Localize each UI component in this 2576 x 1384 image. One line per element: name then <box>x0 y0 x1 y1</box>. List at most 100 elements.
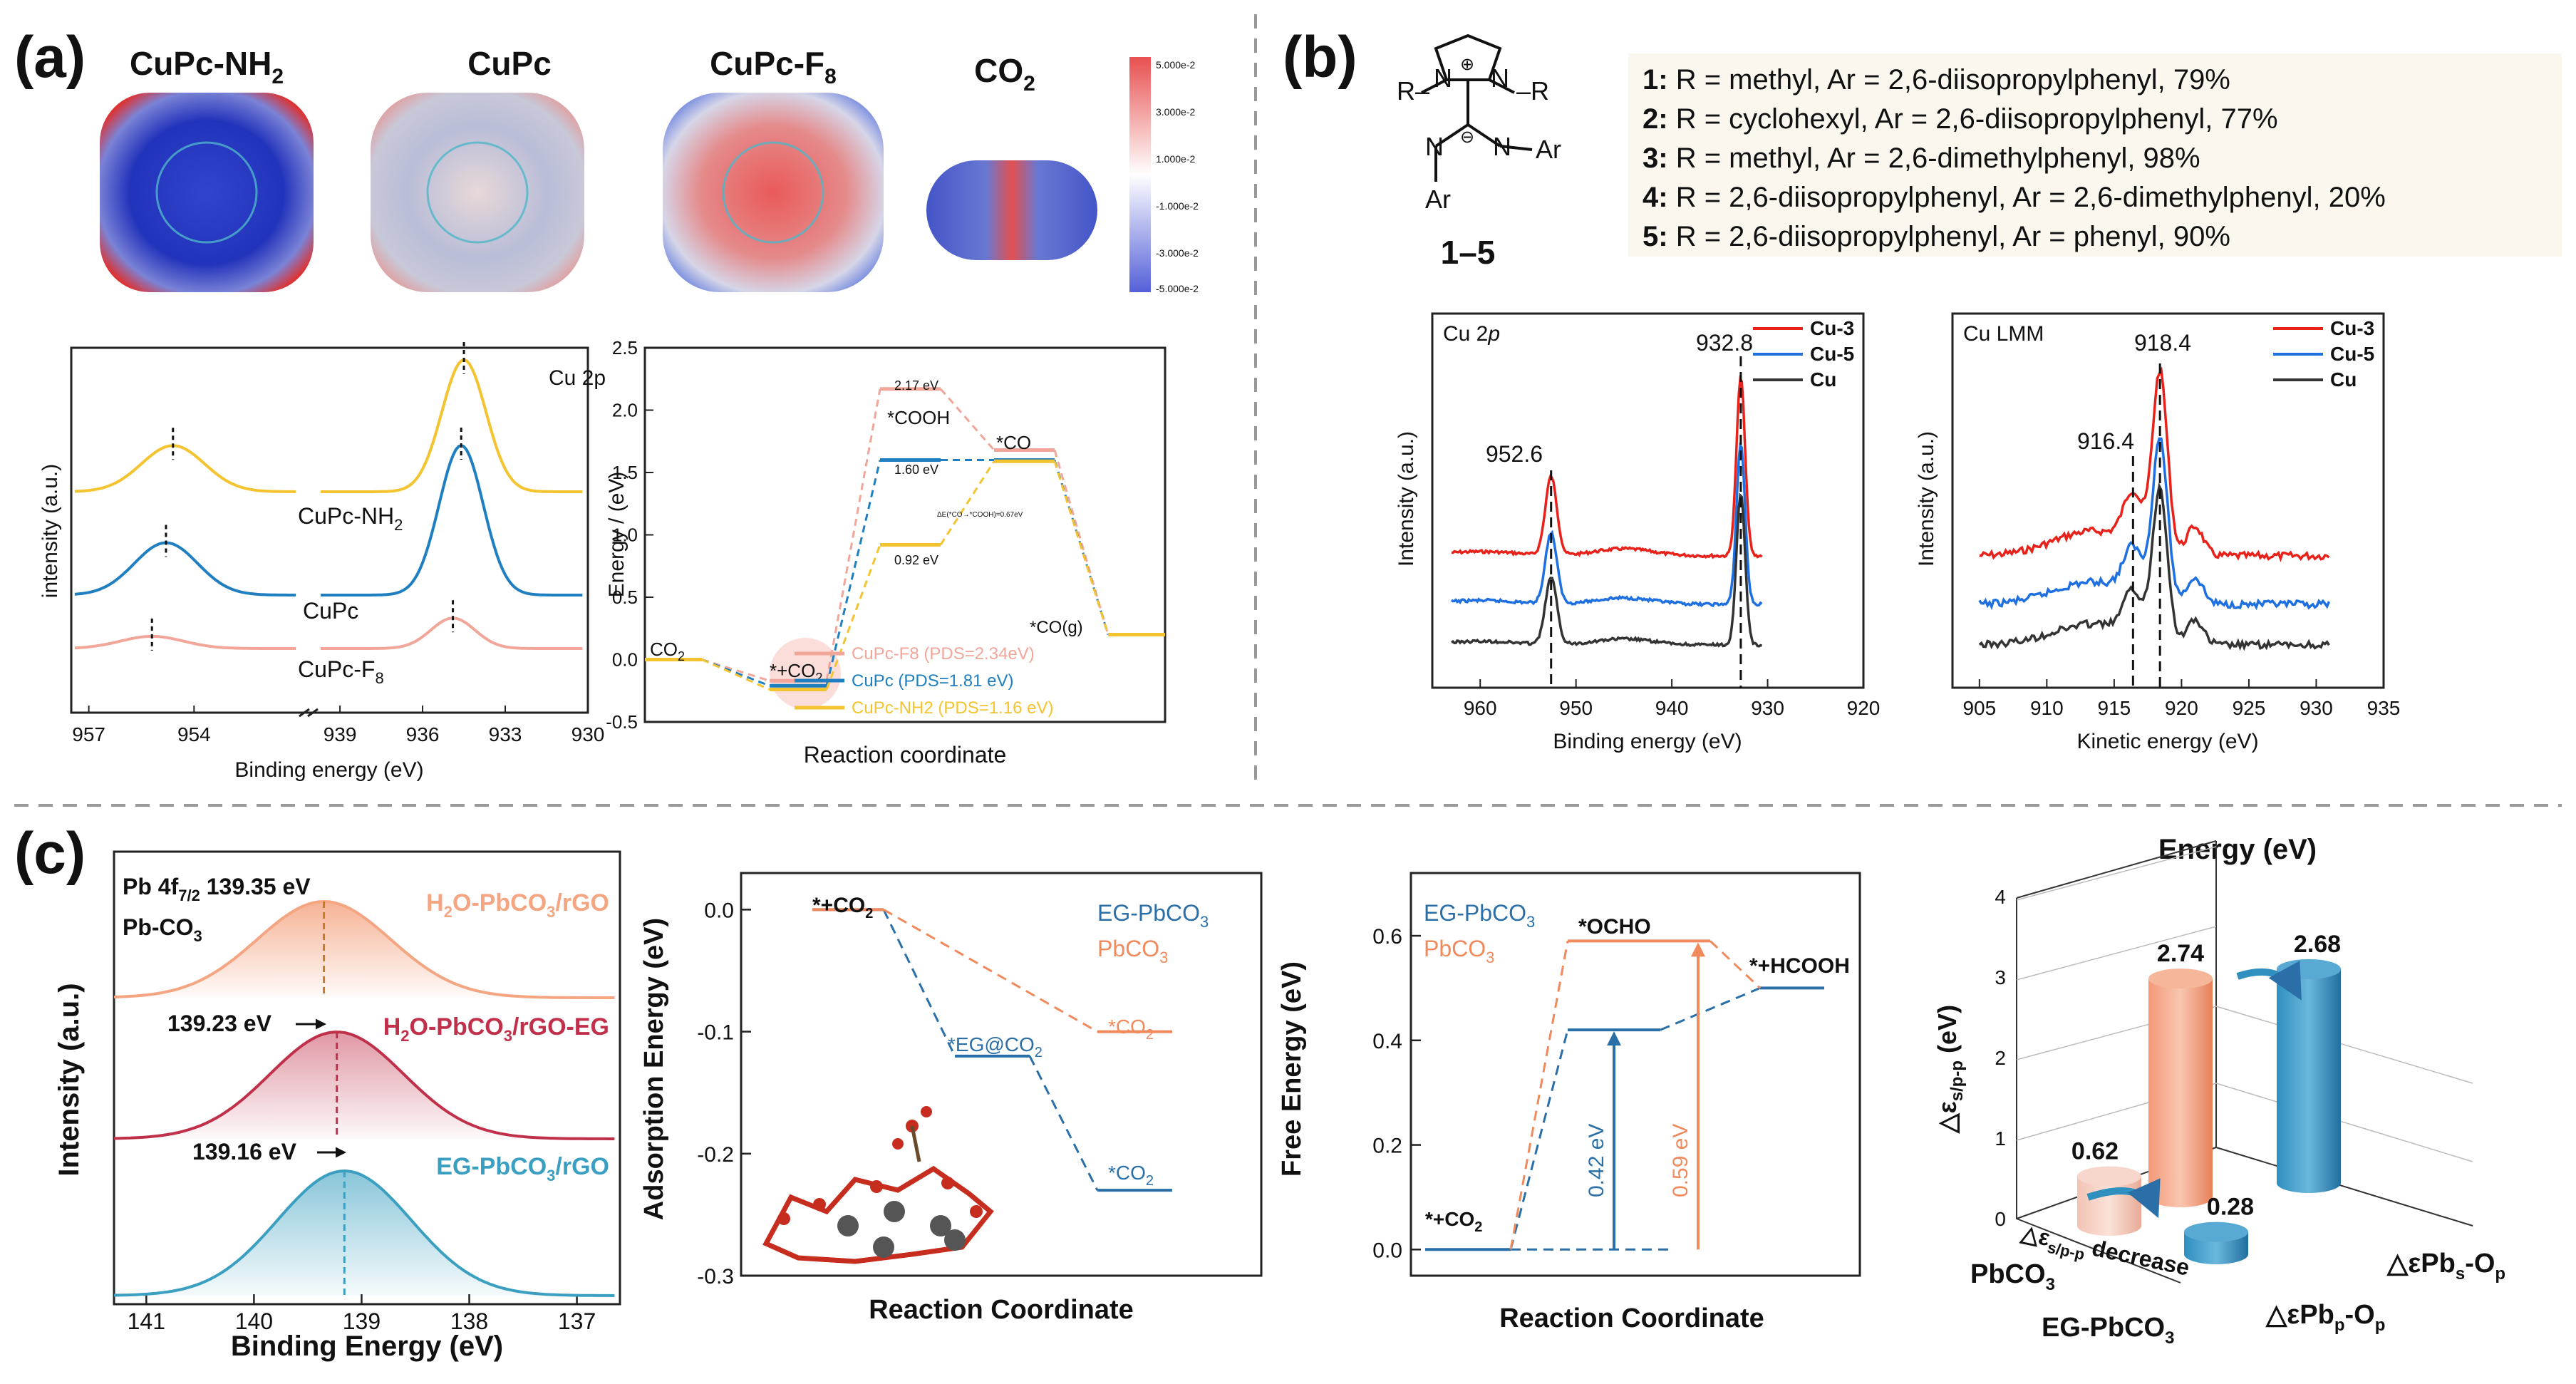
legend-pbco3: PbCO3 <box>1424 936 1494 966</box>
depth-label-pbs: △εPbs-Op <box>2386 1249 2505 1284</box>
state-label-eg: *EG@CO2 <box>948 1033 1043 1060</box>
bar-top <box>2184 1222 2248 1242</box>
esp-map-cupc-nh2 <box>100 93 314 292</box>
peak-title: Pb 4f7/2 139.35 eV <box>123 874 311 904</box>
x-tick-label: 939 <box>324 723 357 745</box>
plot-frame <box>643 346 1167 723</box>
y-tick-label: 0.0 <box>612 649 638 671</box>
state-connector-pbco3 <box>883 909 1098 1033</box>
svg-text:-1.000e-2: -1.000e-2 <box>1156 200 1199 212</box>
svg-text:N: N <box>1425 132 1444 161</box>
compound-item: 1: R = methyl, Ar = 2,6-diisopropylpheny… <box>1643 64 2230 95</box>
svg-text:1.000e-2: 1.000e-2 <box>1156 153 1195 165</box>
legend-eg-pbco3: EG-PbCO3 <box>1424 900 1535 931</box>
series-line-cupc-nh2 <box>74 358 583 493</box>
state-connector-pbco3 <box>1709 940 1762 989</box>
z-tick-label: 4 <box>1995 886 2006 908</box>
x-tick-label: 954 <box>177 723 211 745</box>
state-label-start: *+CO2 <box>1425 1208 1482 1235</box>
esp-map-co2 <box>926 160 1097 260</box>
x-tick-label: 920 <box>1847 697 1881 719</box>
series-label-eg: EG-PbCO3/rGO <box>436 1153 609 1184</box>
legend-label: Cu-3 <box>2330 317 2374 339</box>
depth-label-pbp: △εPbp-Op <box>2265 1300 2385 1335</box>
series-label-cupc-f8: CuPc-F8 <box>298 656 384 687</box>
chart-b-culmm: Cu LMM Intensity (a.u.) Kinetic energy (… <box>1915 312 2400 753</box>
y-tick-label: -0.5 <box>606 711 638 733</box>
esp-colorbar-ticks: 5.000e-2 3.000e-2 1.000e-2 -1.000e-2 -3.… <box>1156 59 1199 294</box>
y-tick-label: 2.0 <box>612 400 638 421</box>
x-axis-label: Reaction Coordinate <box>1499 1303 1764 1333</box>
state-label-co2-eg: *CO2 <box>1108 1162 1154 1189</box>
state-connector <box>939 388 995 451</box>
series-line <box>113 1169 615 1297</box>
x-tick-label: 933 <box>489 723 522 745</box>
y-tick-label: 0.4 <box>1372 1030 1402 1053</box>
series-line-cu <box>1451 492 1762 648</box>
state-connector-eg <box>1660 987 1761 1031</box>
x-axis-label: Kinetic energy (eV) <box>2076 730 2258 753</box>
state-label-co2: CO2 <box>650 639 685 663</box>
series-label-cupc-nh2: CuPc-NH2 <box>298 503 403 534</box>
x-tick-label: 140 <box>235 1308 273 1334</box>
compound-item: 4: R = 2,6-diisopropylphenyl, Ar = 2,6-d… <box>1643 182 2386 213</box>
series-line <box>113 1031 615 1140</box>
y-axis-label: intensity (a.u.) <box>38 464 62 598</box>
state-connector <box>825 544 881 691</box>
annotation-0-92: 0.92 eV <box>894 553 938 567</box>
plot-frame <box>740 872 1263 1277</box>
state-connector <box>825 460 881 686</box>
x-tick-label: 925 <box>2233 697 2266 719</box>
series-fill <box>114 1032 620 1139</box>
series-line <box>113 899 615 999</box>
svg-text:–R: –R <box>1516 76 1549 105</box>
legend-eg-pbco3: EG-PbCO3 <box>1097 900 1209 931</box>
state-connector <box>701 659 770 691</box>
molecule-skeleton-overlay <box>155 141 824 244</box>
state-label-cooh: *COOH <box>887 407 950 428</box>
y-tick-label: 0.5 <box>612 587 638 608</box>
state-label-ads: *+CO2 <box>770 660 822 685</box>
esp-map-cupc <box>371 93 584 292</box>
plot-frame <box>1409 872 1861 1277</box>
bar-value-label: 2.74 <box>2157 940 2204 967</box>
y-tick-label: 0.2 <box>1372 1135 1402 1158</box>
y-tick-label: 1.0 <box>612 525 638 546</box>
svg-text:R–: R– <box>1397 76 1429 105</box>
state-label-hcooh: *+HCOOH <box>1749 954 1850 978</box>
bar-value-label: 0.28 <box>2207 1194 2254 1221</box>
y-axis-label: Adsorption Energy (eV) <box>639 918 669 1220</box>
svg-text:-3.000e-2: -3.000e-2 <box>1156 247 1199 259</box>
chart-b-cu2p: Cu 2p Intensity (a.u.) Binding energy (e… <box>1395 312 1881 753</box>
z-tick-label: 0 <box>1995 1208 2006 1230</box>
molecule-label-cupc: CuPc <box>467 45 552 82</box>
y-tick-label: 1.5 <box>612 462 638 483</box>
molecule-label-co2: CO2 <box>974 52 1035 95</box>
panel-label-b: (b) <box>1283 25 1357 90</box>
annotation-0-59: 0.59 eV <box>1669 1124 1692 1197</box>
x-tick-label: 930 <box>2300 697 2333 719</box>
x-tick-label: 910 <box>2030 697 2064 719</box>
bar-value-label: 2.68 <box>2294 931 2341 958</box>
plot-frame <box>1951 312 2385 689</box>
adsorption-structure-illustration <box>762 1106 994 1264</box>
imidazolium-structure <box>1421 33 1533 182</box>
annotation-1-60: 1.60 eV <box>894 463 938 477</box>
y-axis-label: Intensity (a.u.) <box>1395 431 1418 567</box>
state-connector-eg <box>1028 1055 1099 1191</box>
svg-text:Ar: Ar <box>1536 135 1561 164</box>
state-connector <box>701 659 770 687</box>
y-tick-label: -0.2 <box>697 1143 734 1167</box>
x-tick-label: 960 <box>1464 697 1497 719</box>
x-tick-label: 915 <box>2098 697 2131 719</box>
bar-body <box>2277 969 2341 1193</box>
series-line-cu-5 <box>1978 437 2331 611</box>
peak-label-918-4: 918.4 <box>2134 330 2191 356</box>
chart-a-xps: Cu 2p intensity (a.u.) Binding energy (e… <box>38 342 606 782</box>
center-label-1: 139.23 eV <box>167 1011 272 1036</box>
chart-title: Cu 2p <box>1443 322 1500 346</box>
esp-map-cupc-f8 <box>663 93 884 292</box>
peak-label-932-8: 932.8 <box>1696 330 1753 356</box>
state-label-co: *CO <box>996 432 1031 453</box>
